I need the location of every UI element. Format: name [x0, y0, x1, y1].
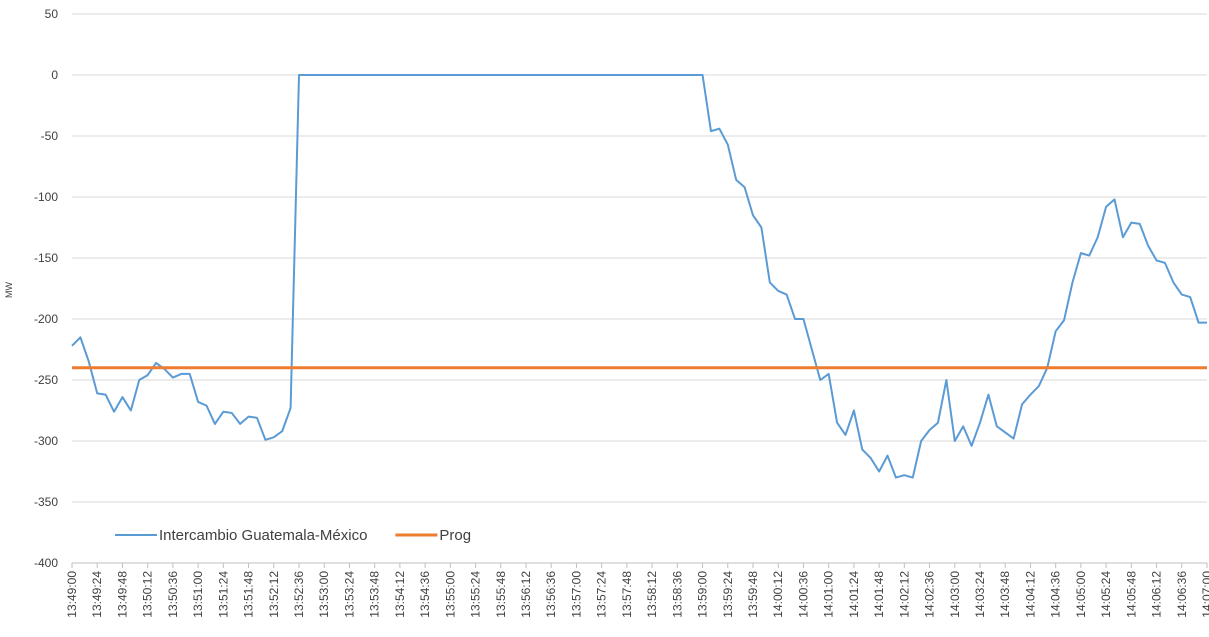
y-tick-label: -400 [34, 556, 58, 570]
y-axis-label: MW [4, 282, 14, 298]
x-tick-label: 14:04:12 [1023, 571, 1037, 618]
x-tick-label: 14:01:00 [822, 571, 836, 618]
x-tick-label: 13:57:00 [569, 571, 583, 618]
x-tick-label: 13:51:48 [242, 571, 256, 618]
x-tick-label: 14:04:36 [1049, 571, 1063, 618]
y-tick-label: -350 [34, 495, 58, 509]
x-tick-label: 13:59:00 [696, 571, 710, 618]
y-tick-label: 50 [45, 7, 59, 21]
x-tick-label: 13:53:24 [342, 571, 356, 618]
x-tick-label: 13:54:12 [393, 571, 407, 618]
x-tick-label: 14:03:00 [948, 571, 962, 618]
x-tick-label: 14:05:48 [1124, 571, 1138, 618]
y-tick-label: -50 [41, 129, 59, 143]
x-tick-label: 13:53:00 [317, 571, 331, 618]
x-tick-label: 13:55:24 [469, 571, 483, 618]
y-tick-label: -150 [34, 251, 58, 265]
x-tick-label: 14:02:12 [897, 571, 911, 618]
x-tick-label: 13:58:12 [645, 571, 659, 618]
x-tick-label: 13:55:48 [494, 571, 508, 618]
x-tick-label: 13:49:00 [65, 571, 79, 618]
x-tick-label: 14:00:12 [771, 571, 785, 618]
y-tick-label: 0 [51, 68, 58, 82]
x-tick-label: 13:52:12 [267, 571, 281, 618]
x-tick-label: 14:05:24 [1099, 571, 1113, 618]
legend-label: Intercambio Guatemala-México [159, 527, 367, 544]
x-tick-label: 13:54:36 [418, 571, 432, 618]
series-line [71, 74, 1207, 479]
x-tick-label: 14:06:36 [1175, 571, 1189, 618]
x-tick-label: 13:49:48 [115, 571, 129, 618]
x-tick-label: 13:50:12 [141, 571, 155, 618]
x-tick-label: 14:00:36 [796, 571, 810, 618]
x-tick-label: 13:56:36 [544, 571, 558, 618]
y-tick-label: -200 [34, 312, 58, 326]
x-tick-label: 13:51:00 [191, 571, 205, 618]
x-tick-label: 13:53:48 [368, 571, 382, 618]
y-tick-label: -100 [34, 190, 58, 204]
x-tick-label: 14:02:36 [923, 571, 937, 618]
x-tick-label: 13:50:36 [166, 571, 180, 618]
x-tick-label: 13:56:12 [519, 571, 533, 618]
legend-label: Prog [439, 527, 471, 544]
x-tick-label: 13:59:48 [746, 571, 760, 618]
x-tick-label: 14:01:24 [847, 571, 861, 618]
x-tick-label: 14:06:12 [1150, 571, 1164, 618]
x-tick-label: 14:01:48 [872, 571, 886, 618]
x-tick-label: 13:58:36 [670, 571, 684, 618]
x-tick-label: 14:03:48 [998, 571, 1012, 618]
x-tick-label: 13:51:24 [216, 571, 230, 618]
x-tick-label: 13:52:36 [292, 571, 306, 618]
x-tick-label: 14:05:00 [1074, 571, 1088, 618]
x-tick-label: 13:55:00 [443, 571, 457, 618]
x-tick-label: 13:59:24 [721, 571, 735, 618]
y-tick-label: -300 [34, 434, 58, 448]
x-tick-label: 14:07:00 [1200, 571, 1209, 618]
x-tick-label: 14:03:24 [973, 571, 987, 618]
x-tick-label: 13:57:48 [620, 571, 634, 618]
x-tick-label: 13:57:24 [595, 571, 609, 618]
y-tick-label: -250 [34, 373, 58, 387]
x-tick-label: 13:49:24 [90, 571, 104, 618]
